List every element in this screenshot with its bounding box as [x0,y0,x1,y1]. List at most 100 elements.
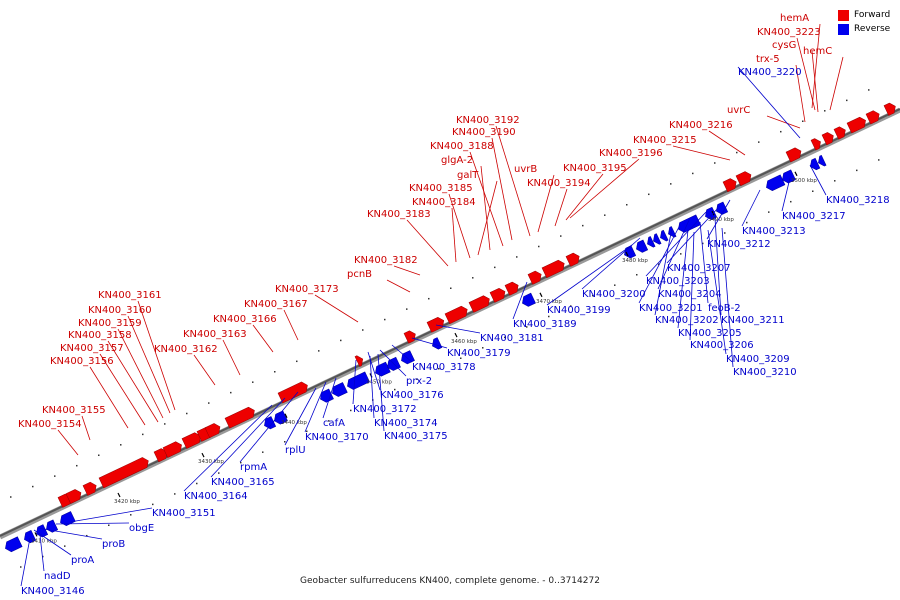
tick-label: 3500 kbp [791,178,817,184]
forward-leader [480,165,491,251]
reverse-gene-8[interactable] [330,382,348,398]
dot-fwd [164,423,166,425]
forward-gene-2[interactable] [82,480,99,496]
legend-forward: Forward [838,8,890,22]
forward-gene-25[interactable] [821,131,836,146]
reverse-gene-27[interactable] [816,154,827,168]
reverse-leader [20,537,31,587]
reverse-label: KN400_3218 [826,195,890,206]
reverse-leader [37,527,103,540]
forward-gene-15[interactable] [468,294,492,313]
forward-swatch [838,9,849,21]
forward-leader [314,294,359,323]
forward-gene-20[interactable] [565,251,582,267]
dot-rev [878,159,880,161]
reverse-leader [435,324,481,334]
legend-reverse-label: Reverse [854,24,891,34]
reverse-gene-9[interactable] [345,371,370,391]
forward-label: KN400_3163 [183,329,247,340]
forward-leader [672,145,731,161]
forward-label: KN400_3158 [68,330,132,341]
dot-rev [328,420,330,422]
dot-rev [460,357,462,359]
forward-gene-22[interactable] [735,170,753,187]
forward-gene-24[interactable] [810,137,823,151]
dot-fwd [450,287,452,289]
dot-rev [196,482,198,485]
reverse-gene-16[interactable] [634,239,649,254]
reverse-leader [512,281,528,320]
dot-fwd [560,235,562,237]
forward-gene-28[interactable] [865,109,882,125]
dot-rev [350,409,352,412]
reverse-leader [707,229,727,355]
forward-gene-9[interactable] [224,405,257,429]
reverse-label: KN400_3179 [447,348,511,359]
reverse-leader [39,534,45,572]
reverse-gene-12[interactable] [399,350,415,366]
forward-label: hemC [803,46,832,57]
dot-fwd [692,172,694,175]
forward-gene-3[interactable] [98,456,151,489]
reverse-gene-1[interactable] [22,529,37,544]
forward-gene-8[interactable] [204,422,222,439]
dot-fwd [802,120,804,122]
reverse-leader [721,227,734,368]
reverse-gene-5[interactable] [262,416,277,430]
reverse-gene-14[interactable] [520,292,536,308]
reverse-leader [55,522,130,525]
forward-gene-12[interactable] [403,329,418,344]
forward-gene-1[interactable] [65,488,83,504]
reverse-gene-22[interactable] [703,206,718,221]
forward-gene-26[interactable] [833,125,848,140]
forward-gene-23[interactable] [785,146,803,163]
forward-gene-21[interactable] [722,177,739,193]
dot-fwd [736,151,738,154]
forward-gene-11[interactable] [354,354,365,367]
forward-leader [829,56,844,111]
reverse-gene-23[interactable] [714,201,729,216]
reverse-leader [284,387,317,446]
reverse-gene-26[interactable] [808,157,821,171]
reverse-gene-20[interactable] [666,226,677,239]
reverse-label: KN400_3151 [152,508,216,519]
reverse-gene-7[interactable] [318,388,334,404]
forward-gene-18[interactable] [527,269,544,285]
forward-leader [708,130,746,156]
forward-leader [469,151,504,247]
forward-leader [222,339,241,376]
reverse-gene-24[interactable] [764,174,786,193]
reverse-leader [379,349,407,377]
reverse-gene-19[interactable] [658,229,669,243]
forward-gene-13[interactable] [426,316,446,333]
forward-gene-19[interactable] [541,258,567,279]
forward-leader [193,354,216,386]
forward-gene-27[interactable] [846,115,868,134]
reverse-gene-17[interactable] [645,236,656,249]
reverse-gene-0[interactable] [3,536,23,554]
reverse-gene-13[interactable] [430,337,443,351]
forward-leader [89,366,129,429]
dot-rev [482,347,484,349]
dot-rev [746,221,748,224]
forward-label: KN400_3154 [18,419,82,430]
reverse-label: KN400_3146 [21,586,85,597]
reverse-gene-18[interactable] [651,233,662,247]
dot-fwd [538,245,540,248]
reverse-label: KN400_3174 [374,418,438,429]
forward-gene-29[interactable] [883,101,898,116]
dot-rev [834,180,836,182]
forward-gene-5[interactable] [162,440,184,458]
reverse-gene-4[interactable] [58,511,76,527]
forward-label: uvrC [727,105,750,116]
reverse-swatch [838,23,849,35]
forward-gene-17[interactable] [504,280,521,296]
dot-fwd [582,224,584,227]
forward-label: trx-5 [756,54,780,65]
forward-leader [766,115,801,129]
reverse-gene-25[interactable] [780,169,796,185]
dot-fwd [824,110,826,112]
forward-gene-6[interactable] [181,431,203,449]
forward-gene-16[interactable] [489,287,507,303]
forward-gene-14[interactable] [444,304,470,325]
